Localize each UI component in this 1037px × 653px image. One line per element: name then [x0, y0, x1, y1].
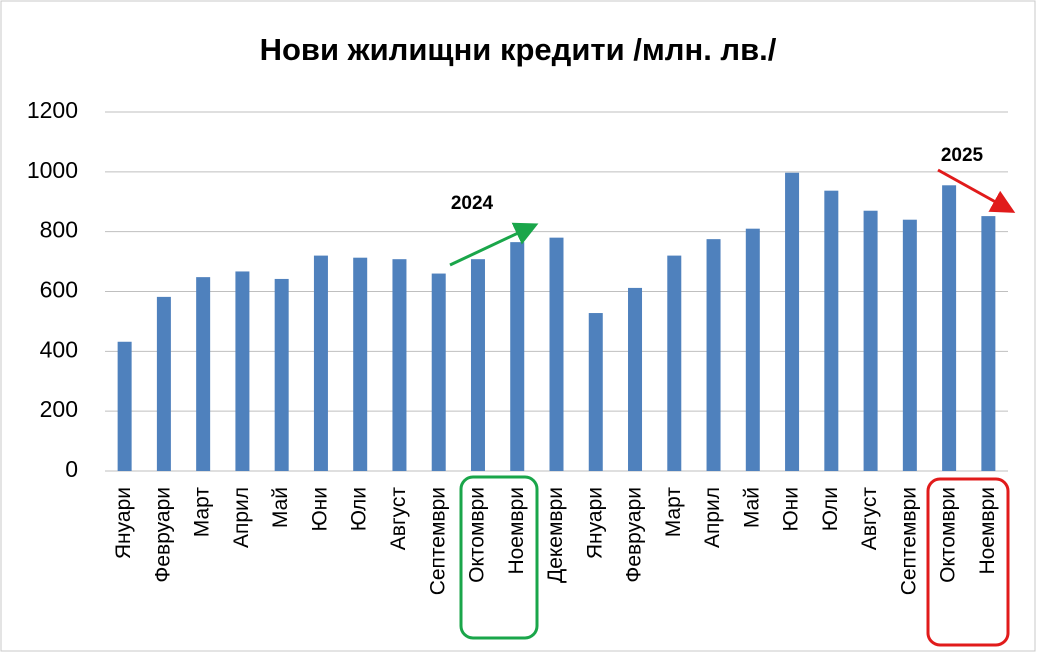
- chart-title: Нови жилищни кредити /млн. лв./: [260, 32, 777, 67]
- x-tick-label: Април: [230, 487, 253, 548]
- bar: [902, 219, 917, 471]
- highlight-box: [459, 475, 539, 640]
- x-tick-label: Февруари: [623, 487, 646, 583]
- x-tick-label: Октомври: [466, 487, 489, 583]
- y-tick-label: 400: [40, 336, 78, 362]
- y-tick-label: 200: [40, 396, 78, 422]
- y-tick-label: 1200: [27, 97, 78, 123]
- x-tick-label: Март: [662, 487, 685, 538]
- x-tick-label: Август: [858, 487, 881, 551]
- x-tick-label: Май: [269, 487, 292, 528]
- bar: [235, 271, 250, 471]
- bar: [392, 259, 407, 471]
- bar: [353, 257, 368, 471]
- bar: [431, 273, 446, 471]
- arrow: [449, 222, 539, 267]
- bar: [628, 287, 643, 471]
- bar: [667, 255, 682, 471]
- x-tick-label: Януари: [112, 487, 135, 559]
- annotation: 2024: [451, 193, 494, 214]
- x-tick-label: Октомври: [937, 487, 960, 583]
- highlight-box: [926, 477, 1010, 647]
- bar: [942, 185, 957, 471]
- y-tick-label: 600: [40, 277, 78, 303]
- x-tick-label: Февруари: [151, 487, 174, 583]
- arrow: [937, 168, 1016, 213]
- bar: [706, 239, 721, 471]
- y-tick-label: 0: [65, 456, 78, 482]
- x-tick-label: Юли: [348, 487, 371, 531]
- y-tick-label: 1000: [27, 157, 78, 183]
- annotation: 2025: [941, 145, 984, 166]
- bar: [156, 296, 171, 471]
- x-tick-label: Април: [701, 487, 724, 548]
- y-tick-label: 800: [40, 217, 78, 243]
- bar: [274, 278, 289, 471]
- bar: [510, 242, 525, 471]
- x-tick-label: Септември: [426, 487, 449, 595]
- bar: [196, 277, 211, 471]
- bar: [785, 172, 800, 471]
- x-tick-label: Май: [740, 487, 763, 528]
- x-tick-label: Март: [191, 487, 214, 538]
- x-tick-label: Септември: [897, 487, 920, 595]
- bar: [313, 255, 328, 471]
- bar: [981, 216, 996, 471]
- x-tick-label: Декември: [544, 487, 567, 583]
- bar: [470, 259, 485, 471]
- x-tick-label: Ноември: [505, 487, 528, 575]
- bar: [588, 313, 603, 471]
- x-tick-label: Юли: [819, 487, 842, 531]
- bar: [863, 210, 878, 471]
- bar: [745, 228, 760, 471]
- x-tick-label: Август: [387, 487, 410, 551]
- bar: [117, 341, 132, 471]
- x-tick-label: Ноември: [976, 487, 999, 575]
- bar: [824, 190, 839, 471]
- bar: [549, 237, 564, 471]
- x-tick-label: Юни: [780, 487, 803, 532]
- x-tick-label: Януари: [583, 487, 606, 559]
- x-tick-label: Юни: [308, 487, 331, 532]
